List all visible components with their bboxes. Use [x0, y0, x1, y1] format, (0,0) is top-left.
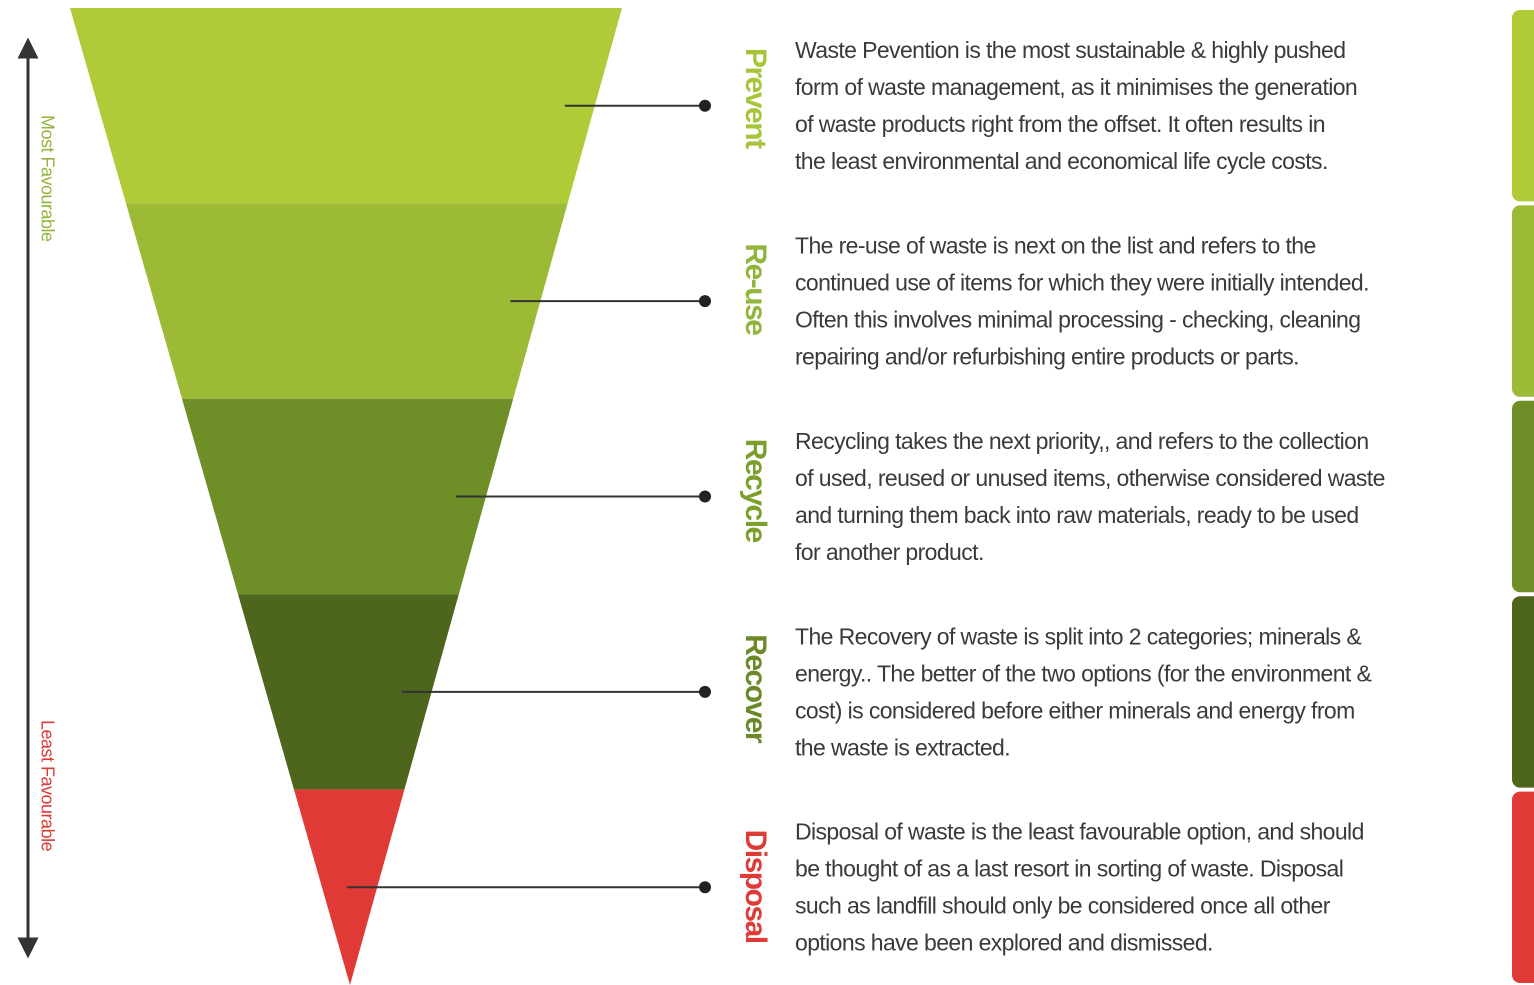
level-description: such as landfill should only be consider…: [795, 893, 1331, 919]
level-description: be thought of as a last resort in sortin…: [795, 856, 1343, 882]
connector-dot: [699, 685, 711, 698]
side-tab: [1512, 205, 1534, 397]
level-description: of used, reused or unused items, otherwi…: [795, 465, 1385, 491]
side-tab: [1512, 791, 1534, 983]
level-description: energy.. The better of the two options (…: [795, 660, 1371, 686]
side-tab: [1512, 10, 1534, 202]
funnel-band: [126, 203, 568, 399]
level-description: cost) is considered before either minera…: [795, 697, 1355, 723]
level-description: the least environmental and economical l…: [795, 148, 1328, 174]
level-name: Recycle: [739, 439, 772, 543]
connector-dot: [699, 295, 711, 308]
level-description: and turning them back into raw materials…: [795, 502, 1359, 528]
funnel-band: [238, 594, 459, 790]
level-description: Recycling takes the next priority,, and …: [795, 428, 1369, 454]
level-name: Recover: [739, 634, 772, 744]
level-description: Waste Pevention is the most sustainable …: [795, 37, 1345, 63]
level-description: for another product.: [795, 539, 984, 565]
level-description: continued use of items for which they we…: [795, 269, 1369, 295]
level-name: Prevent: [739, 48, 772, 149]
level-description: the waste is extracted.: [795, 734, 1010, 760]
level-description: form of waste management, as it minimise…: [795, 74, 1357, 100]
level-description: options have been explored and dismissed…: [795, 930, 1213, 956]
most-favourable-label: Most Favourable: [37, 115, 57, 242]
connector-dot: [699, 881, 711, 894]
level-description: repairing and/or refurbishing entire pro…: [795, 343, 1299, 369]
side-tab: [1512, 596, 1534, 788]
level-description: The re-use of waste is next on the list …: [795, 232, 1316, 258]
level-description: The Recovery of waste is split into 2 ca…: [795, 623, 1361, 649]
level-name: Re-use: [739, 243, 772, 335]
connector-dot: [699, 99, 711, 112]
funnel-band: [182, 398, 514, 595]
level-description: Often this involves minimal processing -…: [795, 306, 1360, 332]
level-description: of waste products right from the offset.…: [795, 111, 1325, 137]
side-tab: [1512, 400, 1534, 593]
connector-dot: [699, 490, 711, 503]
level-name: Disposal: [739, 830, 772, 943]
least-favourable-label: Least Favourable: [37, 720, 57, 852]
level-description: Disposal of waste is the least favourabl…: [795, 819, 1364, 845]
funnel-band: [70, 8, 622, 204]
